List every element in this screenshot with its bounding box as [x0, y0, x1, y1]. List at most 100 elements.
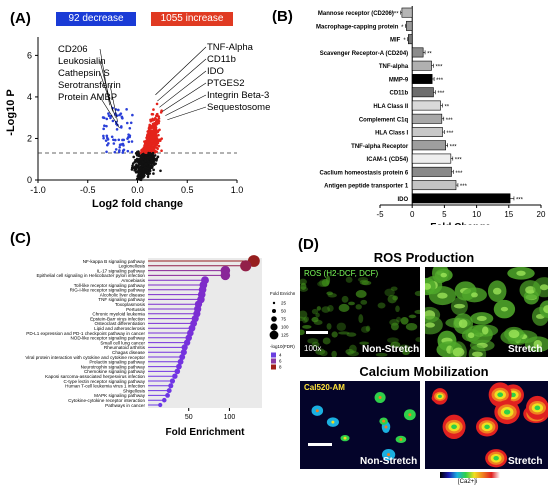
cell-core [472, 351, 483, 357]
bar-category-label: ICAM-1 (CD54) [367, 157, 409, 163]
pathway-label: Prolactin signaling pathway [89, 360, 145, 365]
calcium-stretch-image [425, 381, 548, 469]
cell-core [500, 306, 509, 312]
cell [358, 314, 364, 324]
bar-category-label: Complement C1q [359, 117, 409, 123]
bar-category-label: TNF-alpha [379, 64, 409, 70]
x-tick-label: 10 [472, 210, 481, 219]
data-point [150, 126, 153, 130]
data-point [154, 125, 158, 129]
annotation-leader [165, 94, 207, 116]
data-point [155, 102, 159, 106]
scale-bar [308, 443, 332, 446]
pathway-label: Rheumatoid arthritis [104, 345, 146, 350]
cell [345, 348, 355, 355]
pathway-label: Alcoholic liver disease [100, 292, 146, 297]
data-point [155, 134, 158, 138]
pathway-label: Epstein-Barr virus infection [90, 316, 145, 321]
size-legend-label: 75 [281, 317, 287, 322]
data-point [113, 138, 117, 142]
lollipop-point [169, 378, 176, 384]
data-point [149, 119, 153, 123]
cell-core [543, 305, 548, 314]
lollipop-point [158, 402, 163, 408]
cell [402, 349, 410, 356]
cell [361, 280, 372, 286]
increase-count-label: 1055 increase [151, 12, 233, 26]
cell [355, 290, 367, 298]
significance-mark: *** [446, 131, 454, 137]
size-legend-label: 125 [281, 333, 289, 338]
lollipop-point [172, 373, 178, 379]
volcano-plot: -1.0 -0.5 0.0 0.5 1.0 0 2 4 6 Log2 fold change -Lo… [5, 37, 270, 210]
data-point [102, 127, 105, 131]
cell-core [399, 437, 403, 441]
cell-core [331, 420, 335, 424]
data-point [146, 141, 150, 144]
cell-core [458, 319, 468, 329]
data-point [140, 149, 144, 153]
data-point [160, 149, 163, 153]
cell [326, 323, 332, 330]
data-point [143, 140, 147, 144]
cell [390, 341, 401, 348]
data-point [155, 131, 158, 135]
cell [302, 317, 308, 324]
data-point [153, 116, 157, 120]
size-legend-title: Fold Enrichment [270, 291, 295, 296]
lollipop-point [181, 344, 188, 351]
cell-core [438, 394, 442, 398]
pathway-enrichment-chart: NF-kappa B signaling pathwayLegionellosi… [25, 255, 295, 438]
cell [384, 288, 395, 297]
data-point [117, 108, 120, 112]
cell [300, 329, 305, 336]
cell [360, 326, 370, 333]
cell-core [425, 283, 432, 290]
scale-bar [306, 331, 328, 334]
pathway-label: Osteoclast differentiation [95, 321, 146, 326]
cell-core [451, 424, 457, 430]
color-legend-label: 4 [279, 353, 282, 358]
data-point [151, 153, 154, 156]
significance-mark: *** [446, 118, 454, 124]
data-point [139, 162, 142, 165]
data-point [127, 133, 130, 136]
data-point [156, 155, 160, 159]
cell [322, 337, 331, 345]
cell-core [493, 456, 499, 461]
data-point [159, 169, 162, 173]
data-point [144, 155, 147, 159]
x-tick-label: -0.5 [80, 185, 96, 195]
bar-category-label: HLA Class II [373, 104, 408, 110]
annotation-leader [99, 96, 120, 129]
data-point [137, 159, 140, 162]
data-point [143, 166, 147, 169]
data-point [101, 116, 105, 119]
data-point [152, 108, 155, 111]
cell-core [378, 396, 382, 400]
data-point [144, 151, 148, 155]
cell-core [476, 315, 487, 322]
pathway-label: Chagas disease [112, 350, 145, 355]
data-point [130, 150, 134, 154]
data-point [136, 153, 139, 157]
data-point [126, 149, 130, 153]
cell [390, 322, 399, 331]
data-point [159, 111, 163, 114]
cell [311, 316, 319, 323]
bar-category-label: Mannose receptor (CD206) [318, 11, 394, 17]
bar [411, 74, 433, 84]
cell [348, 301, 355, 306]
calcium-stain-label: Cal520-AM [304, 383, 345, 392]
x-tick-label: 20 [537, 210, 546, 219]
size-legend-dot [272, 309, 276, 313]
cell [315, 348, 326, 355]
annotation-leader [99, 72, 116, 118]
pathway-label: Legionellosis [118, 264, 145, 269]
data-point [144, 146, 147, 149]
cell [405, 323, 418, 331]
data-point [133, 169, 136, 172]
x-axis-label: Fold Change [430, 222, 491, 225]
significance-mark: *** [435, 65, 443, 71]
ros-stretch-image [425, 267, 548, 357]
